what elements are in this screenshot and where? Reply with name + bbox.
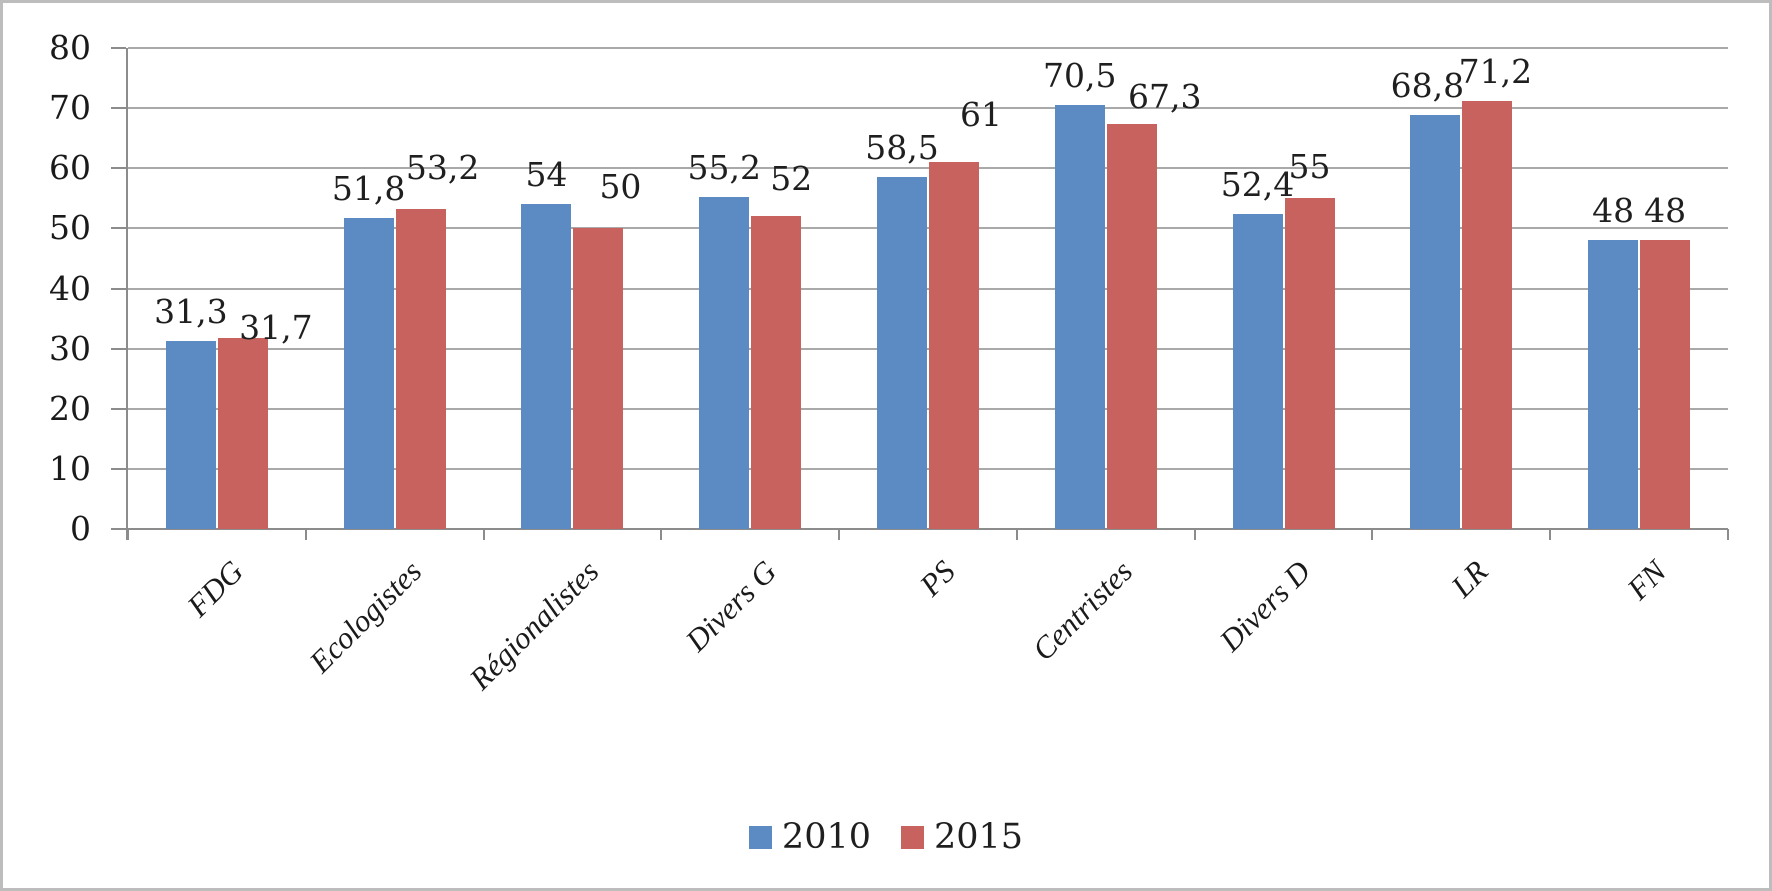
y-tick	[111, 167, 126, 170]
x-tick	[304, 529, 307, 540]
bar-2010-PS	[877, 177, 927, 529]
bar-value-label-2010-Régionalistes: 54	[525, 155, 568, 195]
bar-2015-Divers D	[1284, 198, 1335, 529]
category-label-FDG: FDG	[180, 553, 251, 624]
bar-value-label-2015-PS: 61	[960, 95, 1002, 135]
y-tick-label: 0	[70, 509, 91, 548]
legend-label-2015: 2015	[934, 817, 1024, 857]
legend-swatch-2010	[748, 825, 772, 849]
category-label-Régionalistes: Régionalistes	[462, 553, 606, 697]
y-tick	[111, 467, 126, 470]
x-tick	[1015, 529, 1018, 540]
bar-2015-FDG	[217, 338, 268, 529]
x-tick	[1727, 529, 1729, 540]
bar-value-label-2010-LR: 68,8	[1390, 66, 1465, 106]
y-tick	[111, 407, 126, 410]
gridline	[128, 47, 1728, 49]
x-tick	[1193, 529, 1196, 540]
gridline	[128, 407, 1728, 410]
bar-2015-Divers G	[751, 216, 802, 529]
legend-item-2015: 2015	[901, 819, 1023, 855]
category-label-LR: LR	[1444, 553, 1495, 604]
bar-2015-Centristes	[1106, 124, 1157, 529]
gridline	[128, 347, 1728, 350]
bar-2015-LR	[1462, 100, 1513, 529]
y-tick	[111, 347, 126, 350]
legend-item-2010: 2010	[748, 817, 871, 857]
plot-area: 0 10 20 30 40 50 60 70 80 31,3 31,7 FDG 51,8 53,2 Ecol…	[3, 3, 1769, 888]
x-tick	[482, 529, 485, 540]
y-tick	[111, 107, 126, 110]
category-label-PS: PS	[912, 553, 962, 603]
bar-2010-Ecologistes	[343, 217, 394, 529]
category-label-Divers D: Divers D	[1212, 553, 1317, 659]
y-tick	[111, 227, 126, 230]
category-label-FN: FN	[1619, 553, 1673, 607]
bar-2010-Régionalistes	[521, 204, 572, 529]
bar-2010-LR	[1410, 115, 1461, 529]
gridline	[128, 107, 1728, 110]
y-tick	[111, 287, 126, 290]
y-tick-label: 50	[49, 208, 91, 248]
x-tick	[1549, 529, 1552, 540]
legend: 2010 2015	[3, 819, 1769, 855]
bar-value-label-2010-Ecologistes: 51,8	[331, 168, 406, 208]
gridline	[128, 227, 1728, 230]
bar-2010-Divers D	[1232, 213, 1283, 529]
bar-value-label-2015-Régionalistes: 50	[599, 167, 642, 207]
bar-value-label-2010-Centristes: 70,5	[1043, 56, 1117, 96]
x-tick	[1371, 529, 1374, 540]
bar-2010-Divers G	[699, 197, 750, 529]
x-tick	[838, 529, 841, 540]
x-axis-line	[111, 528, 1728, 530]
category-label-Centristes: Centristes	[1025, 553, 1140, 668]
bar-value-label-2015-Divers D: 55	[1288, 147, 1331, 187]
gridline	[128, 287, 1728, 290]
bar-2015-Ecologistes	[395, 209, 446, 529]
bar-2010-FN	[1588, 240, 1639, 529]
y-tick	[111, 47, 126, 49]
bar-2010-FDG	[165, 340, 216, 529]
y-axis-line	[126, 48, 128, 540]
bar-value-label-2015-Divers G: 52	[770, 159, 813, 199]
y-tick-label: 40	[49, 268, 91, 308]
bar-2015-Régionalistes	[573, 228, 624, 529]
bar-value-label-2010-Divers D: 52,4	[1220, 164, 1295, 204]
bar-value-label-2010-Divers G: 55,2	[687, 148, 761, 188]
x-tick	[660, 529, 663, 540]
category-label-Ecologistes: Ecologistes	[302, 553, 429, 680]
y-tick-label: 80	[49, 28, 91, 67]
bar-2010-Centristes	[1054, 105, 1105, 529]
gridline	[128, 167, 1728, 170]
bar-value-label-2015-LR: 71,2	[1458, 51, 1533, 91]
legend-label-2010: 2010	[781, 817, 871, 857]
category-label-Divers G: Divers G	[679, 553, 784, 659]
gridline	[128, 467, 1728, 470]
bar-value-label-2010-FDG: 31,3	[154, 291, 228, 331]
legend-swatch-2015	[901, 825, 924, 849]
y-tick-label: 60	[49, 148, 91, 188]
bar-value-label-2015-Centristes: 67,3	[1128, 77, 1202, 117]
bar-value-label-2015-FN: 48	[1644, 191, 1687, 231]
bar-2015-FN	[1640, 240, 1691, 529]
x-tick	[127, 529, 129, 540]
bar-value-label-2015-FDG: 31,7	[239, 308, 313, 348]
y-tick-label: 20	[49, 388, 91, 428]
y-tick-label: 30	[49, 328, 91, 368]
bar-value-label-2010-PS: 58,5	[865, 128, 939, 168]
bar-value-label-2015-Ecologistes: 53,2	[405, 148, 480, 188]
y-tick-label: 10	[49, 448, 91, 488]
bar-value-label-2010-FN: 48	[1592, 191, 1635, 231]
y-tick-label: 70	[49, 88, 91, 128]
bar-2015-PS	[929, 162, 979, 529]
